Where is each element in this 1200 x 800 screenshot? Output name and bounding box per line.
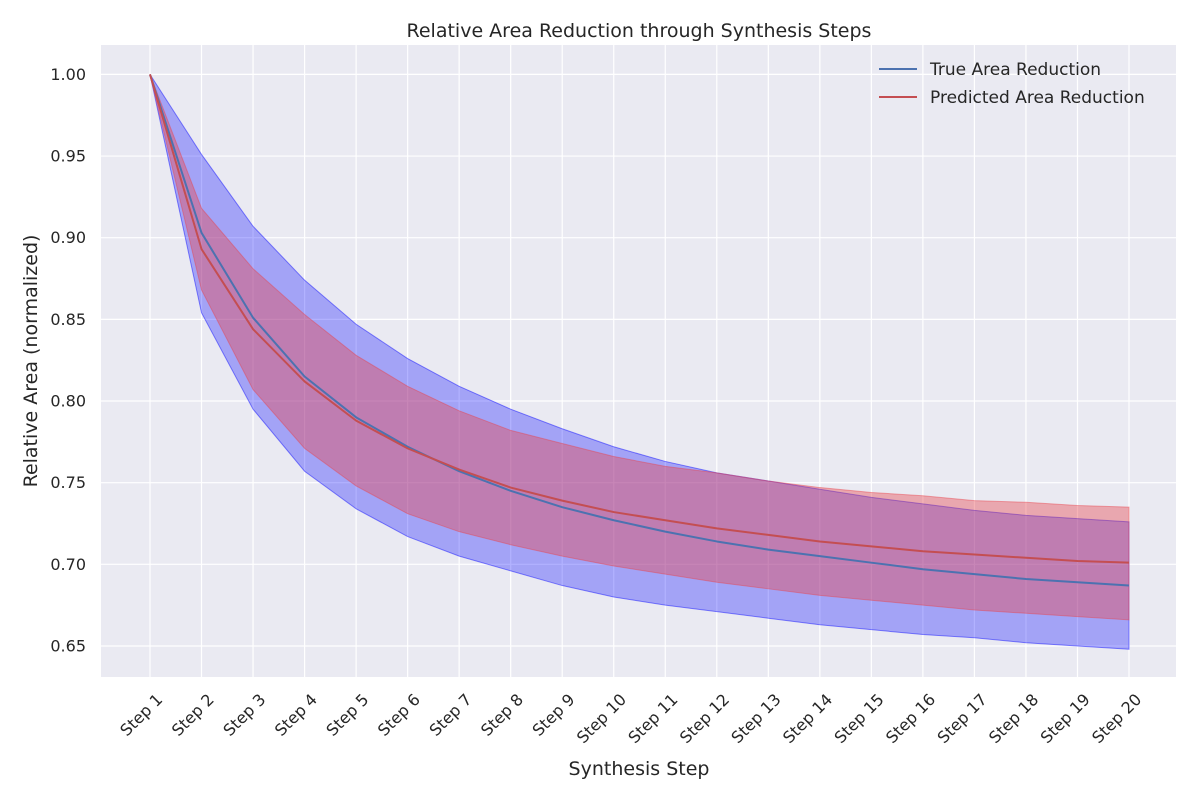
- series-line-predicted: [149, 74, 1130, 564]
- legend-label-true: True Area Reduction: [929, 60, 1101, 80]
- grid-lines: [101, 45, 1176, 677]
- legend-label-predicted: Predicted Area Reduction: [930, 88, 1145, 108]
- series-lines: [149, 74, 1130, 587]
- x-axis-title: Synthesis Step: [569, 758, 710, 780]
- plot-area: [101, 45, 1176, 677]
- y-tick-label: 0.85: [50, 310, 86, 329]
- y-tick-label: 0.80: [50, 392, 86, 411]
- y-tick-label: 0.75: [50, 473, 86, 492]
- y-tick-label: 0.65: [50, 636, 86, 655]
- y-tick-label: 0.70: [50, 555, 86, 574]
- legend: True Area Reduction Predicted Area Reduc…: [879, 60, 1145, 108]
- y-tick-labels: 0.65 0.70 0.75 0.80 0.85 0.90 0.95 1.00: [50, 65, 86, 656]
- confidence-band-predicted: [149, 74, 1130, 621]
- series-line-true: [149, 74, 1130, 587]
- y-axis-title: Relative Area (normalized): [20, 235, 42, 488]
- chart-title: Relative Area Reduction through Synthesi…: [407, 20, 872, 42]
- y-tick-label: 0.90: [50, 228, 86, 247]
- y-tick-label: 0.95: [50, 147, 86, 166]
- y-tick-label: 1.00: [50, 65, 86, 84]
